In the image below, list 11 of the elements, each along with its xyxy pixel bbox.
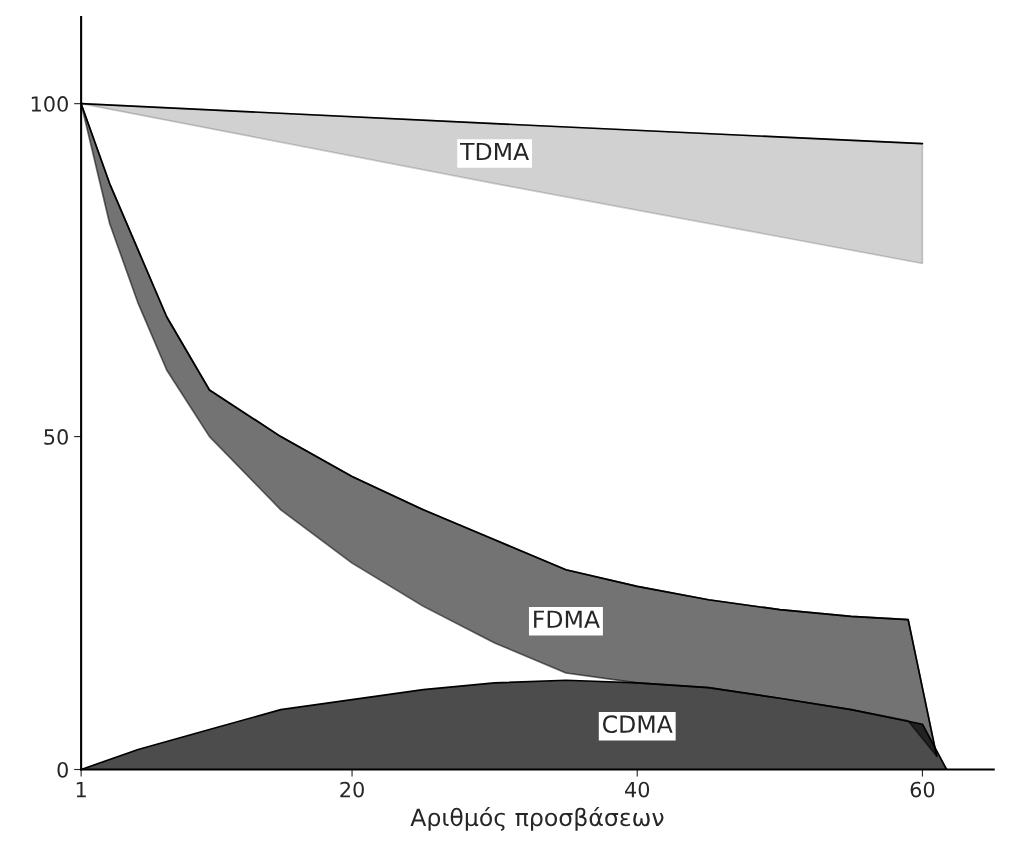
y-tick-label: 0 — [57, 761, 68, 778]
y-tick-label: 50 — [44, 429, 68, 445]
series-label: FDMA — [534, 610, 600, 628]
series-label: CDMA — [602, 715, 673, 734]
x-tick-label: 60 — [910, 781, 935, 798]
y-tick-label: 100 — [31, 96, 68, 112]
series-label: TDMA — [460, 142, 530, 161]
x-tick-label: 20 — [340, 781, 364, 798]
x-axis-title: Αριθμός προσβάσεων — [410, 807, 664, 831]
x-tick-label: 40 — [625, 781, 650, 798]
x-tick-label: 1 — [76, 781, 86, 798]
